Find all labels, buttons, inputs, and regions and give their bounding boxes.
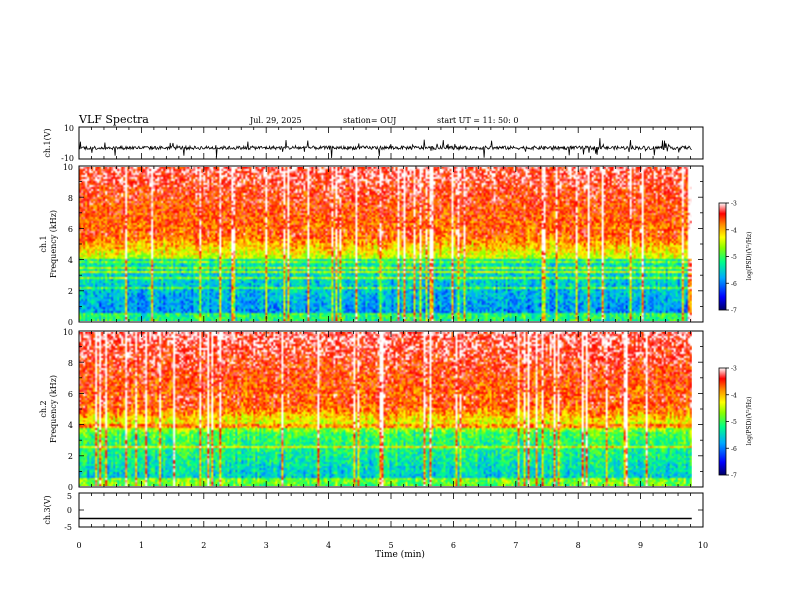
x-tick-label: 4 — [326, 541, 331, 550]
ch2-freq-tick-0: 0 — [68, 483, 73, 492]
ch1-ytick-bottom: -10 — [61, 154, 74, 163]
ch1-spectrogram-yticks: 0 2 4 6 8 10 — [63, 163, 73, 327]
ch2-freq-tick-8: 8 — [68, 359, 73, 368]
x-tick-label: 1 — [139, 541, 144, 550]
axis-ticks — [78, 126, 704, 528]
ch1-spectrogram-ylabel-channel: ch.1 — [39, 235, 48, 252]
ch1-waveform-trace — [78, 138, 692, 159]
ch3-ytick-mid: 0 — [67, 506, 72, 515]
ch2-spectrogram-yticks: 0 2 4 6 8 10 — [63, 328, 73, 492]
ch2-spectrogram-ylabel-freq: Frequency (kHz) — [49, 375, 58, 443]
colorbar-tick-label: -3 — [731, 201, 737, 208]
ch2-spectrogram-panel: 0 2 4 6 8 10 ch.2 Frequency (kHz) — [39, 328, 704, 492]
colorbar-tick-label: -5 — [731, 254, 737, 261]
ch2-spectrogram-image — [79, 332, 692, 486]
x-tick-labels: 0 1 2 3 4 5 6 7 8 9 10 — [76, 541, 708, 550]
ch1-freq-tick-10: 10 — [63, 163, 73, 172]
start-time-label: start UT = 11: 50: 0 — [437, 116, 518, 125]
ch3-ytick-top: 5 — [67, 492, 72, 501]
colorbar-tick-label: -3 — [731, 366, 737, 373]
ch2-freq-tick-4: 4 — [68, 421, 73, 430]
ch1-waveform-panel: 10 -10 ch.1(V) — [43, 124, 704, 163]
colorbar-tick-label: -4 — [731, 392, 737, 399]
x-tick-label: 10 — [698, 541, 708, 550]
ch2-colorbar-label: log(PSD)(V²/Hz) — [746, 397, 753, 446]
colorbar-tick-label: -6 — [731, 281, 737, 288]
ch1-freq-tick-0: 0 — [68, 318, 73, 327]
colorbar-tick-label: -7 — [731, 473, 737, 480]
ch1-freq-tick-8: 8 — [68, 194, 73, 203]
ch1-colorbar-ticks: -3 -4 -5 -6 -7 — [726, 201, 737, 315]
figure-title: VLF Spectra — [78, 113, 149, 126]
ch3-ytick-bottom: -5 — [64, 523, 72, 532]
ch1-colorbar-gradient — [719, 203, 726, 310]
ch2-colorbar-ticks: -3 -4 -5 -6 -7 — [726, 366, 737, 480]
date-label: Jul. 29, 2025 — [249, 116, 302, 125]
ch2-freq-tick-10: 10 — [63, 328, 73, 337]
ch1-spectrogram-panel: 0 2 4 6 8 10 ch.1 Frequency (kHz) — [39, 163, 704, 327]
ch1-colorbar: -3 -4 -5 -6 -7 log(PSD)(V²/Hz) — [718, 201, 753, 315]
colorbar-tick-label: -6 — [731, 446, 737, 453]
x-tick-label: 3 — [264, 541, 269, 550]
ch2-spectrogram-ylabel-channel: ch.2 — [39, 400, 48, 417]
colorbar-tick-label: -5 — [731, 419, 737, 426]
ch3-waveform-ylabel: ch.3(V) — [43, 495, 52, 524]
ch2-freq-tick-6: 6 — [68, 390, 73, 399]
colorbar-tick-label: -7 — [731, 308, 737, 315]
x-tick-label: 7 — [513, 541, 518, 550]
ch3-waveform-panel: 5 0 -5 ch.3(V) — [43, 492, 704, 532]
ch1-waveform-ylabel: ch.1(V) — [43, 128, 52, 157]
colorbar-tick-label: -4 — [731, 227, 737, 234]
ch2-freq-tick-2: 2 — [68, 452, 73, 461]
ch1-spectrogram-image — [79, 167, 692, 321]
ch1-spectrogram-ylabel-freq: Frequency (kHz) — [49, 210, 58, 278]
ch1-freq-tick-2: 2 — [68, 287, 73, 296]
x-tick-label: 6 — [451, 541, 456, 550]
ch2-colorbar-gradient — [719, 368, 726, 475]
x-tick-label: 2 — [201, 541, 206, 550]
x-tick-label: 0 — [76, 541, 81, 550]
x-tick-label: 9 — [638, 541, 643, 550]
ch1-colorbar-label: log(PSD)(V²/Hz) — [746, 232, 753, 281]
ch2-colorbar: -3 -4 -5 -6 -7 log(PSD)(V²/Hz) — [718, 366, 753, 480]
ch1-freq-tick-4: 4 — [68, 256, 73, 265]
x-axis-label: Time (min) — [375, 549, 425, 560]
x-tick-label: 8 — [576, 541, 581, 550]
ch1-freq-tick-6: 6 — [68, 225, 73, 234]
x-tick-label: 5 — [388, 541, 393, 550]
station-label: station= OUJ — [343, 116, 396, 125]
ch1-ytick-top: 10 — [64, 124, 74, 133]
